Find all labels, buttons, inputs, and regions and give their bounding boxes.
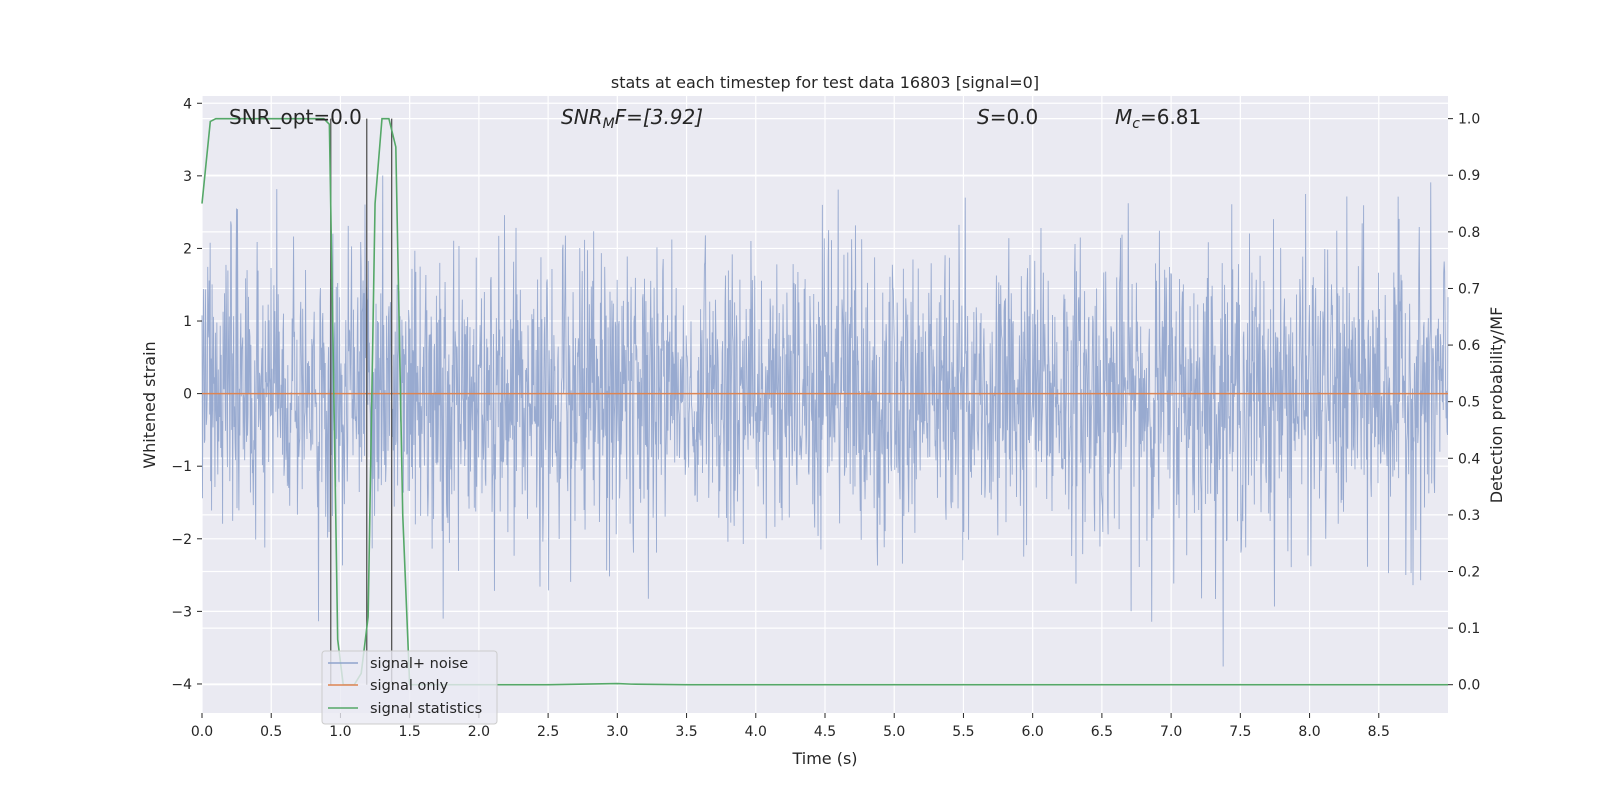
annotation-s: S=0.0 [977, 105, 1038, 129]
y2-tick-label: 0.7 [1458, 281, 1480, 297]
legend-label-signal-statistics: signal statistics [370, 701, 482, 717]
mc-var: M [1115, 105, 1132, 129]
y-tick-label: −2 [171, 532, 192, 548]
y-tick-label: 0 [183, 387, 192, 403]
x-tick-label: 0.5 [260, 724, 282, 740]
y-tick-label: 2 [183, 241, 192, 257]
annotation-snr-opt: SNR_opt=0.0 [229, 105, 362, 129]
legend: signal+ noise signal only signal statist… [321, 650, 498, 725]
y2-axis-label: Detection probability/MF [1487, 307, 1506, 504]
y2-tick-label: 0.4 [1458, 451, 1480, 467]
y-tick-label: 4 [183, 96, 192, 112]
x-tick-label: 1.0 [329, 724, 351, 740]
y2-tick-label: 0.9 [1458, 168, 1480, 184]
y2-tick-label: 0.3 [1458, 508, 1480, 524]
snr-mf-rest: F=[3.92] [615, 105, 703, 129]
signal-statistics-line [201, 117, 1448, 686]
x-axis-ticks: 0.0 0.5 1.0 1.5 2.0 2.5 3.0 3.5 4.0 4.5 5.0 5.5 6.0 6… [191, 713, 1390, 740]
y2-tick-label: 0.2 [1458, 564, 1480, 580]
x-tick-label: 5.5 [952, 724, 974, 740]
mc-rest: =6.81 [1140, 105, 1201, 129]
y-tick-label: −4 [171, 677, 192, 693]
chart-title: stats at each timestep for test data 168… [611, 73, 1039, 92]
s-rest: =0.0 [990, 105, 1039, 129]
x-tick-label: 5.0 [883, 724, 905, 740]
series-signal-statistics [201, 117, 1448, 686]
y-tick-label: −1 [171, 459, 192, 475]
y2-tick-label: 1.0 [1458, 112, 1480, 128]
annotation-mc: Mc=6.81 [1115, 105, 1201, 132]
mc-sub: c [1132, 116, 1140, 132]
y-tick-label: 3 [183, 169, 192, 185]
x-tick-label: 6.0 [1022, 724, 1044, 740]
x-tick-label: 0.0 [191, 724, 213, 740]
x-tick-label: 2.5 [537, 724, 559, 740]
y2-axis-ticks: 1.0 0.9 0.8 0.7 0.6 0.5 0.4 0.3 0.2 0.1 0.0 [1448, 112, 1480, 694]
x-tick-label: 7.5 [1229, 724, 1251, 740]
x-tick-label: 7.0 [1160, 724, 1182, 740]
y-axis-ticks: 4 3 2 1 0 −1 −2 −3 −4 [171, 96, 202, 693]
y-axis-label: Whitened strain [140, 341, 159, 468]
x-tick-label: 1.5 [399, 724, 421, 740]
legend-box [321, 650, 498, 725]
x-tick-label: 4.5 [814, 724, 836, 740]
x-tick-label: 6.5 [1091, 724, 1113, 740]
snr-mf-base: SNR [561, 105, 603, 129]
y-tick-label: 1 [183, 314, 192, 330]
x-tick-label: 3.0 [606, 724, 628, 740]
legend-label-signal-only: signal only [370, 678, 449, 694]
y2-tick-label: 0.1 [1458, 621, 1480, 637]
y2-tick-label: 0.6 [1458, 338, 1480, 354]
y2-tick-label: 0.5 [1458, 395, 1480, 411]
y2-tick-label: 0.8 [1458, 225, 1480, 241]
s-var: S [977, 105, 990, 129]
y2-tick-label: 0.0 [1458, 678, 1480, 694]
x-tick-label: 3.5 [675, 724, 697, 740]
legend-label-signal-plus-noise: signal+ noise [370, 656, 468, 672]
snr-mf-sub: M [603, 116, 615, 132]
x-tick-label: 8.0 [1298, 724, 1320, 740]
x-tick-label: 4.0 [745, 724, 767, 740]
x-tick-label: 8.5 [1368, 724, 1390, 740]
annotation-snr-mf: SNRMF=[3.92] [561, 105, 703, 132]
noise-line [201, 175, 1449, 667]
x-tick-label: 2.0 [468, 724, 490, 740]
x-axis-label: Time (s) [791, 749, 857, 768]
y-tick-label: −3 [171, 604, 192, 620]
series-signal-plus-noise [201, 175, 1449, 667]
